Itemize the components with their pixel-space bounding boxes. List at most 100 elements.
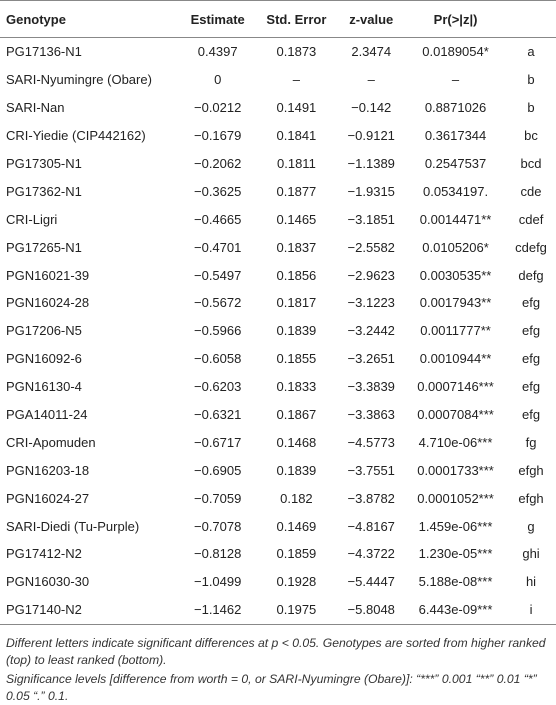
footnote: Different letters indicate significant d… xyxy=(6,635,546,667)
table-row: CRI-Ligri −0.4665 0.1465 −3.1851 0.0014471**… xyxy=(0,205,556,233)
table-cell: efg xyxy=(521,351,541,367)
results-table: Genotype Estimate Std. Error z-value Pr(>|z|… xyxy=(0,0,556,625)
table-cell: 0.1928 xyxy=(276,574,317,590)
table-cell: 0.1465 xyxy=(276,211,317,227)
column-header: Genotype xyxy=(6,11,66,27)
table-cell: cdefg xyxy=(515,239,547,255)
table-cell: −0.7078 xyxy=(194,518,242,534)
table-cell: 0.1839 xyxy=(276,323,317,339)
table-cell: SARI-Nyumingre (Obare) xyxy=(6,72,152,88)
table-cell: 0.0534197. xyxy=(423,183,489,199)
table-cell: – xyxy=(367,72,375,88)
table-cell: PG17136-N1 xyxy=(6,44,82,60)
table-cell: −1.1389 xyxy=(347,156,395,171)
table-cell: 0.0007146*** xyxy=(417,379,494,395)
table-cell: −0.6905 xyxy=(194,462,242,478)
table-cell: 0.0030535** xyxy=(419,267,492,283)
footnotes: Different letters indicate significant d… xyxy=(0,635,556,705)
table-cell: 0.0001733*** xyxy=(417,462,494,478)
table-cell: hi xyxy=(525,574,537,590)
table-cell: 0.1837 xyxy=(276,239,317,255)
table-cell: 0.0010944** xyxy=(419,351,492,367)
table-row: PGN16024-28 −0.5672 0.1817 −3.1223 0.0017943… xyxy=(0,289,556,317)
table-cell: −0.4665 xyxy=(194,211,242,227)
column-header: Estimate xyxy=(190,11,245,27)
table-cell: 0.3617344 xyxy=(424,128,487,144)
table-cell: 1.459e-06*** xyxy=(418,518,493,534)
table-cell: bcd xyxy=(520,156,542,171)
table-cell: −3.1851 xyxy=(347,211,395,227)
table-cell: PG17140-N2 xyxy=(6,602,82,618)
table-cell: ghi xyxy=(522,546,540,562)
table-cell: PGN16203-18 xyxy=(6,462,90,478)
table-row: PG17206-N5 −0.5966 0.1839 −3.2442 0.0011777*… xyxy=(0,317,556,345)
table-cell: −3.3863 xyxy=(347,407,395,423)
table-cell: CRI-Ligri xyxy=(6,211,58,227)
table-cell: bc xyxy=(524,128,538,144)
table-cell: PG17412-N2 xyxy=(6,546,82,562)
table-row: PG17140-N2 −1.1462 0.1975 −5.8048 6.443e-09*… xyxy=(0,596,556,625)
table-cell: −0.9121 xyxy=(347,128,395,144)
table-cell: efgh xyxy=(518,490,544,506)
table-cell: b xyxy=(527,100,535,116)
table-cell: 0.1468 xyxy=(276,434,317,450)
table-cell: 0.1839 xyxy=(276,462,317,478)
table-body: PG17136-N1 0.4397 0.1873 2.3474 0.0189054* a S… xyxy=(0,38,556,625)
header-row: Genotype Estimate Std. Error z-value Pr(>|z|… xyxy=(0,0,556,38)
table-cell: defg xyxy=(518,267,544,283)
table-cell: SARI-Diedi (Tu-Purple) xyxy=(6,518,140,534)
table-cell: 0.0011777** xyxy=(420,323,491,339)
table-cell: 0.1833 xyxy=(276,379,317,395)
table-cell: i xyxy=(529,602,533,618)
table-cell: −3.3839 xyxy=(347,379,395,395)
table-cell: −0.6058 xyxy=(194,351,242,367)
table-cell: PGN16092-6 xyxy=(6,351,82,367)
table-row: PGN16024-27 −0.7059 0.182 −3.8782 0.0001052*… xyxy=(0,484,556,512)
table-cell: 0.1877 xyxy=(276,183,317,199)
table-cell: −0.1679 xyxy=(194,128,242,144)
table-row: PG17305-N1 −0.2062 0.1811 −1.1389 0.2547537 b… xyxy=(0,150,556,178)
table-row: PGN16092-6 −0.6058 0.1855 −3.2651 0.0010944*… xyxy=(0,345,556,373)
table-cell: −0.5966 xyxy=(194,323,242,339)
table-cell: 0.1855 xyxy=(276,351,317,367)
footnote: Significance levels [difference from wor… xyxy=(6,671,537,703)
table-row: PG17362-N1 −0.3625 0.1877 −1.9315 0.0534197.… xyxy=(0,177,556,205)
table-row: PGN16030-30 −1.0499 0.1928 −5.4447 5.188e-08… xyxy=(0,568,556,596)
table-cell: 0.1856 xyxy=(276,267,317,283)
table-cell: −2.9623 xyxy=(347,267,395,283)
table-cell: 0.8871026 xyxy=(424,100,487,116)
table-cell: −0.6203 xyxy=(194,379,242,395)
table-cell: CRI-Apomuden xyxy=(6,434,96,450)
table-cell: efg xyxy=(521,407,541,423)
table-cell: −1.1462 xyxy=(194,602,242,618)
table-cell: −0.5672 xyxy=(194,295,242,311)
table-row: PG17412-N2 −0.8128 0.1859 −4.3722 1.230e-05*… xyxy=(0,540,556,568)
table-cell: PGN16024-27 xyxy=(6,490,90,506)
table-cell: −5.4447 xyxy=(347,574,395,590)
table-cell: 0.182 xyxy=(280,490,313,506)
column-header: Pr(>|z|) xyxy=(433,11,478,27)
table-cell: −3.2442 xyxy=(347,323,395,339)
table-cell: −5.8048 xyxy=(347,602,395,618)
table-cell: 0.1491 xyxy=(276,100,317,116)
table-cell: −0.0212 xyxy=(194,100,242,116)
table-cell: PG17362-N1 xyxy=(6,183,82,199)
table-cell: −0.2062 xyxy=(194,156,242,171)
table-cell: – xyxy=(292,72,301,88)
table-row: SARI-Nyumingre (Obare) 0 – – – b xyxy=(0,66,556,94)
column-header xyxy=(506,1,556,38)
table-cell: 2.3474 xyxy=(351,44,392,60)
table-cell: PG17305-N1 xyxy=(6,156,82,171)
table-cell: −4.8167 xyxy=(347,518,395,534)
table-cell: −0.4701 xyxy=(194,239,242,255)
table-cell: cde xyxy=(520,183,542,199)
table-cell: −0.6321 xyxy=(194,407,242,423)
table-cell: PG17265-N1 xyxy=(6,239,82,255)
table-cell: 6.443e-09*** xyxy=(418,602,493,618)
table-cell: 0 xyxy=(214,72,222,88)
table-cell: 0.0014471** xyxy=(419,211,492,227)
table-cell: 4.710e-06*** xyxy=(418,434,493,450)
table-row: PGN16021-39 −0.5497 0.1856 −2.9623 0.0030535… xyxy=(0,261,556,289)
table-cell: 0.0105206* xyxy=(422,239,489,255)
